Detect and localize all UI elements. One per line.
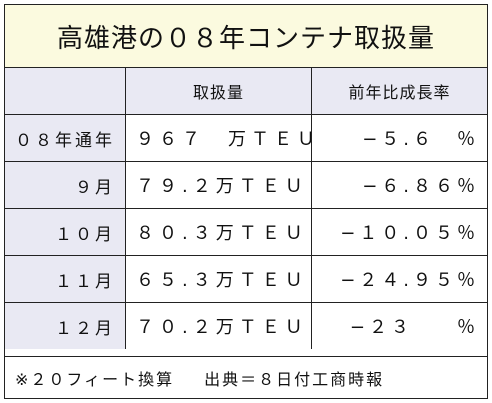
row-volume: ８０.３万ＴＥＵ: [125, 208, 312, 256]
row-volume: ６５.３万ＴＥＵ: [125, 255, 312, 303]
container-volume-table: 取扱量 前年比成長率 ０８年通年 ９６７ 万ＴＥＵ −５.６ ％ ９月 ７９.２…: [5, 68, 487, 349]
table-title: 高雄港の０８年コンテナ取扱量: [5, 5, 487, 68]
table-row: １２月 ７０.２万ＴＥＵ −２３ ％: [5, 302, 487, 349]
table-row: １０月 ８０.３万ＴＥＵ −１０.０５％: [5, 208, 487, 256]
row-label: ９月: [5, 161, 126, 209]
row-label: １２月: [5, 302, 126, 349]
header-volume: 取扱量: [125, 68, 312, 115]
table-row: １１月 ６５.３万ＴＥＵ −２４.９５％: [5, 255, 487, 303]
table-header-row: 取扱量 前年比成長率: [5, 68, 487, 115]
row-volume: ７９.２万ＴＥＵ: [125, 161, 312, 209]
container-volume-table-figure: 高雄港の０８年コンテナ取扱量 取扱量 前年比成長率 ０８年通年 ９６７ 万ＴＥＵ…: [4, 4, 488, 399]
footnote-teu-conversion: ※２０フィート換算: [15, 369, 175, 389]
row-growth: −２４.９５％: [311, 255, 487, 303]
row-label: ０８年通年: [5, 114, 126, 162]
row-label: １０月: [5, 208, 126, 256]
source-credit: 出典＝８日付工商時報: [204, 369, 385, 389]
row-label: １１月: [5, 255, 126, 303]
table-footer: ※２０フィート換算 出典＝８日付工商時報: [5, 356, 487, 398]
table-row: ０８年通年 ９６７ 万ＴＥＵ −５.６ ％: [5, 114, 487, 162]
row-growth: −２３ ％: [311, 302, 487, 349]
row-growth: −５.６ ％: [311, 114, 487, 162]
row-growth: −１０.０５％: [311, 208, 487, 256]
header-blank-cell: [5, 68, 126, 115]
row-growth: −６.８６％: [311, 161, 487, 209]
row-volume: ９６７ 万ＴＥＵ: [125, 114, 312, 162]
header-growth-rate: 前年比成長率: [311, 68, 487, 115]
table-row: ９月 ７９.２万ＴＥＵ −６.８６％: [5, 161, 487, 209]
row-volume: ７０.２万ＴＥＵ: [125, 302, 312, 349]
